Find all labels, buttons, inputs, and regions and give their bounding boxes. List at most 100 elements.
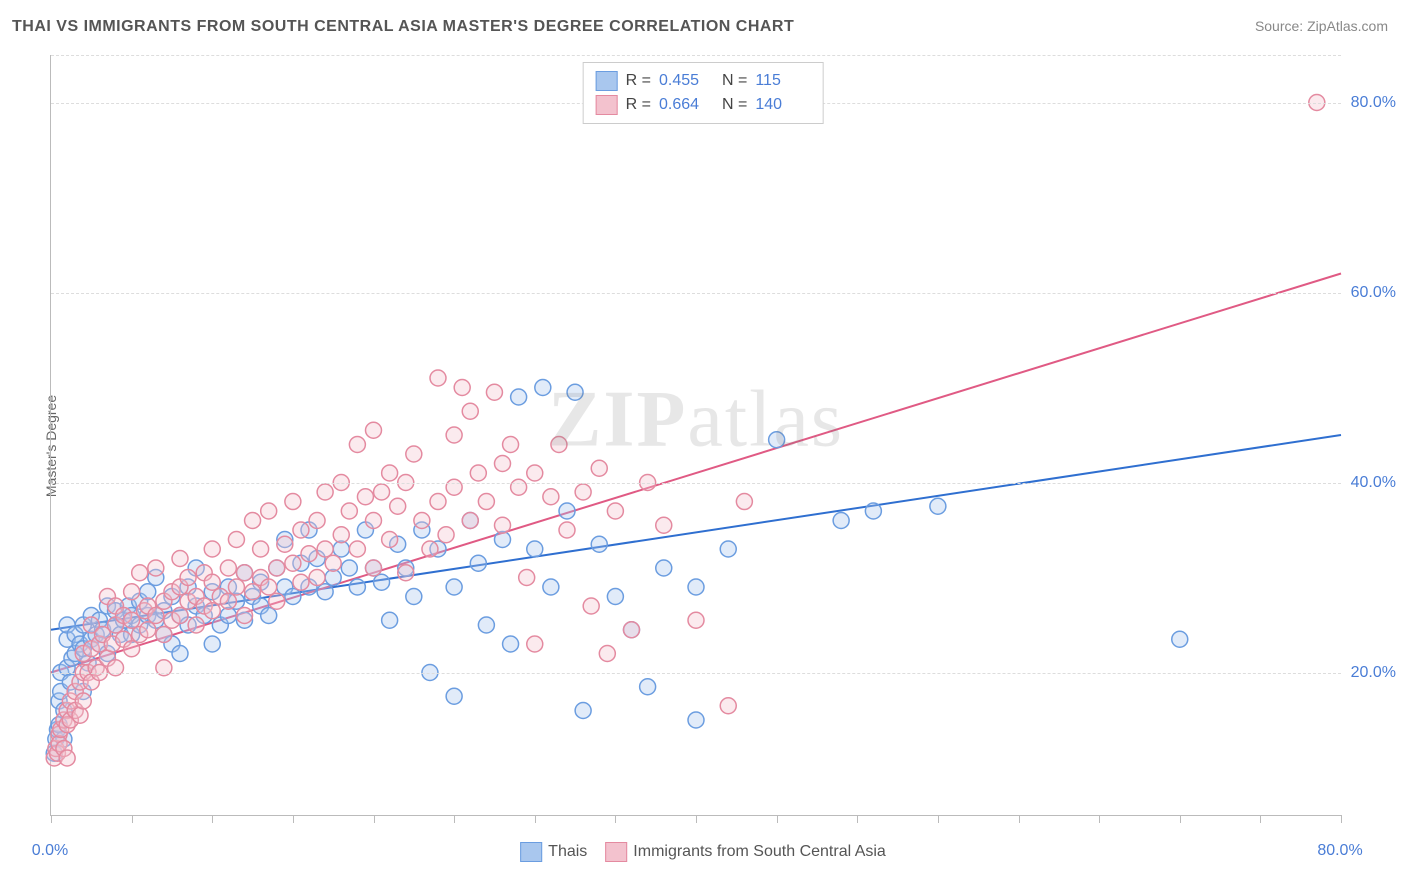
data-point [204, 574, 220, 590]
data-point [349, 437, 365, 453]
data-point [188, 617, 204, 633]
data-point [551, 437, 567, 453]
data-point [656, 517, 672, 533]
data-point [495, 517, 511, 533]
data-point [59, 750, 75, 766]
data-point [228, 579, 244, 595]
data-point [624, 622, 640, 638]
data-point [1172, 631, 1188, 647]
legend-swatch [596, 95, 618, 115]
data-point [607, 503, 623, 519]
data-point [688, 579, 704, 595]
data-point [462, 513, 478, 529]
data-point [309, 570, 325, 586]
chart-container: THAI VS IMMIGRANTS FROM SOUTH CENTRAL AS… [0, 0, 1406, 892]
data-point [277, 536, 293, 552]
data-point [245, 584, 261, 600]
data-point [478, 494, 494, 510]
legend-series-item: Thais [520, 842, 587, 862]
data-point [357, 489, 373, 505]
legend-series-item: Immigrants from South Central Asia [605, 842, 886, 862]
legend-n-value: 140 [755, 96, 810, 114]
data-point [446, 427, 462, 443]
data-point [511, 389, 527, 405]
data-point [640, 679, 656, 695]
data-point [366, 560, 382, 576]
data-point [559, 522, 575, 538]
data-point [478, 617, 494, 633]
data-point [543, 489, 559, 505]
data-point [317, 584, 333, 600]
data-point [317, 541, 333, 557]
gridline [51, 673, 1341, 674]
data-point [220, 560, 236, 576]
data-point [470, 555, 486, 571]
data-point [253, 541, 269, 557]
x-tick [454, 815, 455, 823]
data-point [519, 570, 535, 586]
plot-area: ZIPatlas 20.0%40.0%60.0%80.0% [50, 55, 1341, 816]
source-link[interactable]: ZipAtlas.com [1307, 18, 1388, 34]
data-point [559, 503, 575, 519]
data-point [865, 503, 881, 519]
data-point [470, 465, 486, 481]
data-point [156, 627, 172, 643]
data-point [261, 503, 277, 519]
gridline [51, 293, 1341, 294]
data-point [293, 522, 309, 538]
data-point [688, 712, 704, 728]
data-point [930, 498, 946, 514]
data-point [527, 465, 543, 481]
data-point [148, 608, 164, 624]
data-point [430, 370, 446, 386]
legend-stats: R =0.455N =115R =0.664N =140 [583, 62, 824, 124]
legend-swatch [520, 842, 542, 862]
data-point [591, 536, 607, 552]
chart-title: THAI VS IMMIGRANTS FROM SOUTH CENTRAL AS… [12, 18, 794, 36]
legend-series: Thais Immigrants from South Central Asia [520, 842, 886, 862]
data-point [172, 608, 188, 624]
legend-r-value: 0.664 [659, 96, 714, 114]
x-tick [857, 815, 858, 823]
data-point [406, 589, 422, 605]
x-tick [1019, 815, 1020, 823]
data-point [366, 513, 382, 529]
legend-swatch [605, 842, 627, 862]
data-point [309, 513, 325, 529]
legend-swatch [596, 71, 618, 91]
data-point [366, 422, 382, 438]
x-tick [51, 815, 52, 823]
x-tick [535, 815, 536, 823]
data-point [172, 646, 188, 662]
legend-r-label: R = [626, 96, 651, 114]
x-tick [212, 815, 213, 823]
gridline [51, 55, 1341, 56]
data-point [567, 384, 583, 400]
y-tick-label: 20.0% [1351, 664, 1396, 682]
x-tick [1180, 815, 1181, 823]
data-point [374, 484, 390, 500]
legend-r-value: 0.455 [659, 72, 714, 90]
data-point [486, 384, 502, 400]
data-point [148, 560, 164, 576]
data-point [688, 612, 704, 628]
data-point [503, 437, 519, 453]
data-point [124, 641, 140, 657]
data-point [75, 693, 91, 709]
legend-series-name: Thais [548, 843, 587, 860]
legend-r-label: R = [626, 72, 651, 90]
data-point [349, 541, 365, 557]
data-point [527, 541, 543, 557]
data-point [285, 589, 301, 605]
data-point [341, 503, 357, 519]
data-point [172, 551, 188, 567]
data-point [543, 579, 559, 595]
data-point [341, 560, 357, 576]
data-point [237, 565, 253, 581]
source-attribution: Source: ZipAtlas.com [1255, 18, 1388, 34]
data-point [462, 403, 478, 419]
data-point [720, 698, 736, 714]
data-point [446, 688, 462, 704]
legend-n-label: N = [722, 72, 747, 90]
data-point [414, 513, 430, 529]
